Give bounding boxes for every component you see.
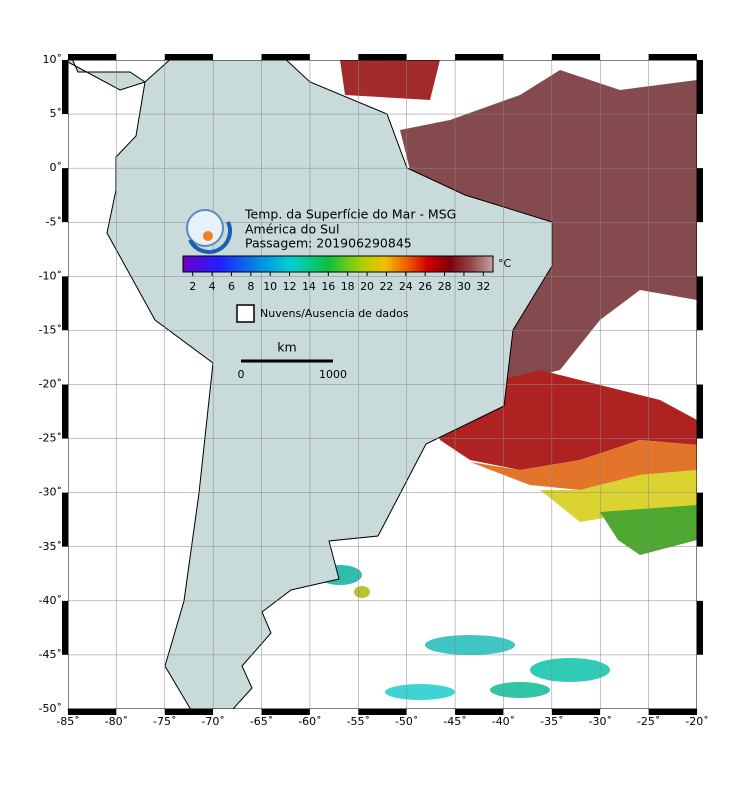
lon-tick-label: -50˚ [395,715,418,728]
colorbar-tick-label: 26 [418,280,432,293]
title-line: América do Sul [245,222,339,237]
lat-tick-label: -10˚ [39,269,62,282]
lon-tick-label: -25˚ [637,715,660,728]
title-line: Passagem: 201906290845 [245,236,412,251]
lat-tick-label: -50˚ [39,702,62,715]
scale-label: 0 [238,368,245,381]
colorbar-tick-label: 24 [399,280,413,293]
scale-unit: km [277,340,296,355]
colorbar-tick-label: 10 [263,280,277,293]
colorbar-tick-label: 4 [209,280,216,293]
colorbar-tick-label: 32 [476,280,490,293]
colorbar-tick-label: 22 [379,280,393,293]
lat-tick-label: -5˚ [46,215,62,228]
colorbar [182,255,494,273]
lon-tick-label: -40˚ [492,715,515,728]
lon-tick-label: -85˚ [56,715,79,728]
title-line: Temp. da Superfície do Mar - MSG [244,207,456,222]
colorbar-tick-label: 20 [360,280,374,293]
lon-tick-label: -55˚ [347,715,370,728]
lat-tick-label: -30˚ [39,486,62,499]
lon-tick-label: -20˚ [685,715,708,728]
legend-label: Nuvens/Ausencia de dados [260,307,409,320]
lat-tick-label: 5˚ [50,107,63,120]
sst-patch [354,586,370,598]
colorbar-tick-label: 14 [302,280,316,293]
sst-patch [385,684,455,700]
lat-tick-label: -15˚ [39,323,62,336]
lon-tick-label: -30˚ [588,715,611,728]
map-area [68,60,697,709]
colorbar-tick-label: 8 [247,280,254,293]
lon-tick-label: -35˚ [540,715,563,728]
logo-arc [188,221,232,254]
lon-tick-label: -60˚ [298,715,321,728]
grid [68,60,697,709]
lat-tick-label: 10˚ [43,53,63,66]
sst-patch [530,658,610,682]
sst-patch [470,440,697,490]
colorbar-tick-label: 16 [321,280,335,293]
colorbar-tick-label: 18 [341,280,355,293]
colorbar-tick-label: 30 [457,280,471,293]
lon-tick-label: -80˚ [105,715,128,728]
lon-tick-label: -65˚ [250,715,273,728]
colorbar-unit: °C [498,257,512,270]
logo-dot [203,231,213,241]
lat-tick-label: -40˚ [39,594,62,607]
lon-tick-label: -70˚ [201,715,224,728]
legend-swatch [236,304,255,323]
lon-tick-label: -45˚ [443,715,466,728]
sst-patch [425,635,515,655]
lat-tick-label: 0˚ [50,161,63,174]
colorbar-tick-label: 12 [283,280,297,293]
lon-tick-label: -75˚ [153,715,176,728]
lat-tick-label: -35˚ [39,540,62,553]
scale-label: 1000 [319,368,347,381]
sst-patch [340,60,440,100]
logo [186,209,224,247]
lat-tick-label: -25˚ [39,432,62,445]
colorbar-tick-label: 2 [189,280,196,293]
sst-patch [490,682,550,698]
sst-patch [400,70,697,380]
legend-panel: Temp. da Superfície do Mar - MSG América… [182,207,512,381]
lat-tick-label: -20˚ [39,378,62,391]
colorbar-tick-label: 6 [228,280,235,293]
colorbar-tick-label: 28 [438,280,452,293]
lat-tick-label: -45˚ [39,648,62,661]
